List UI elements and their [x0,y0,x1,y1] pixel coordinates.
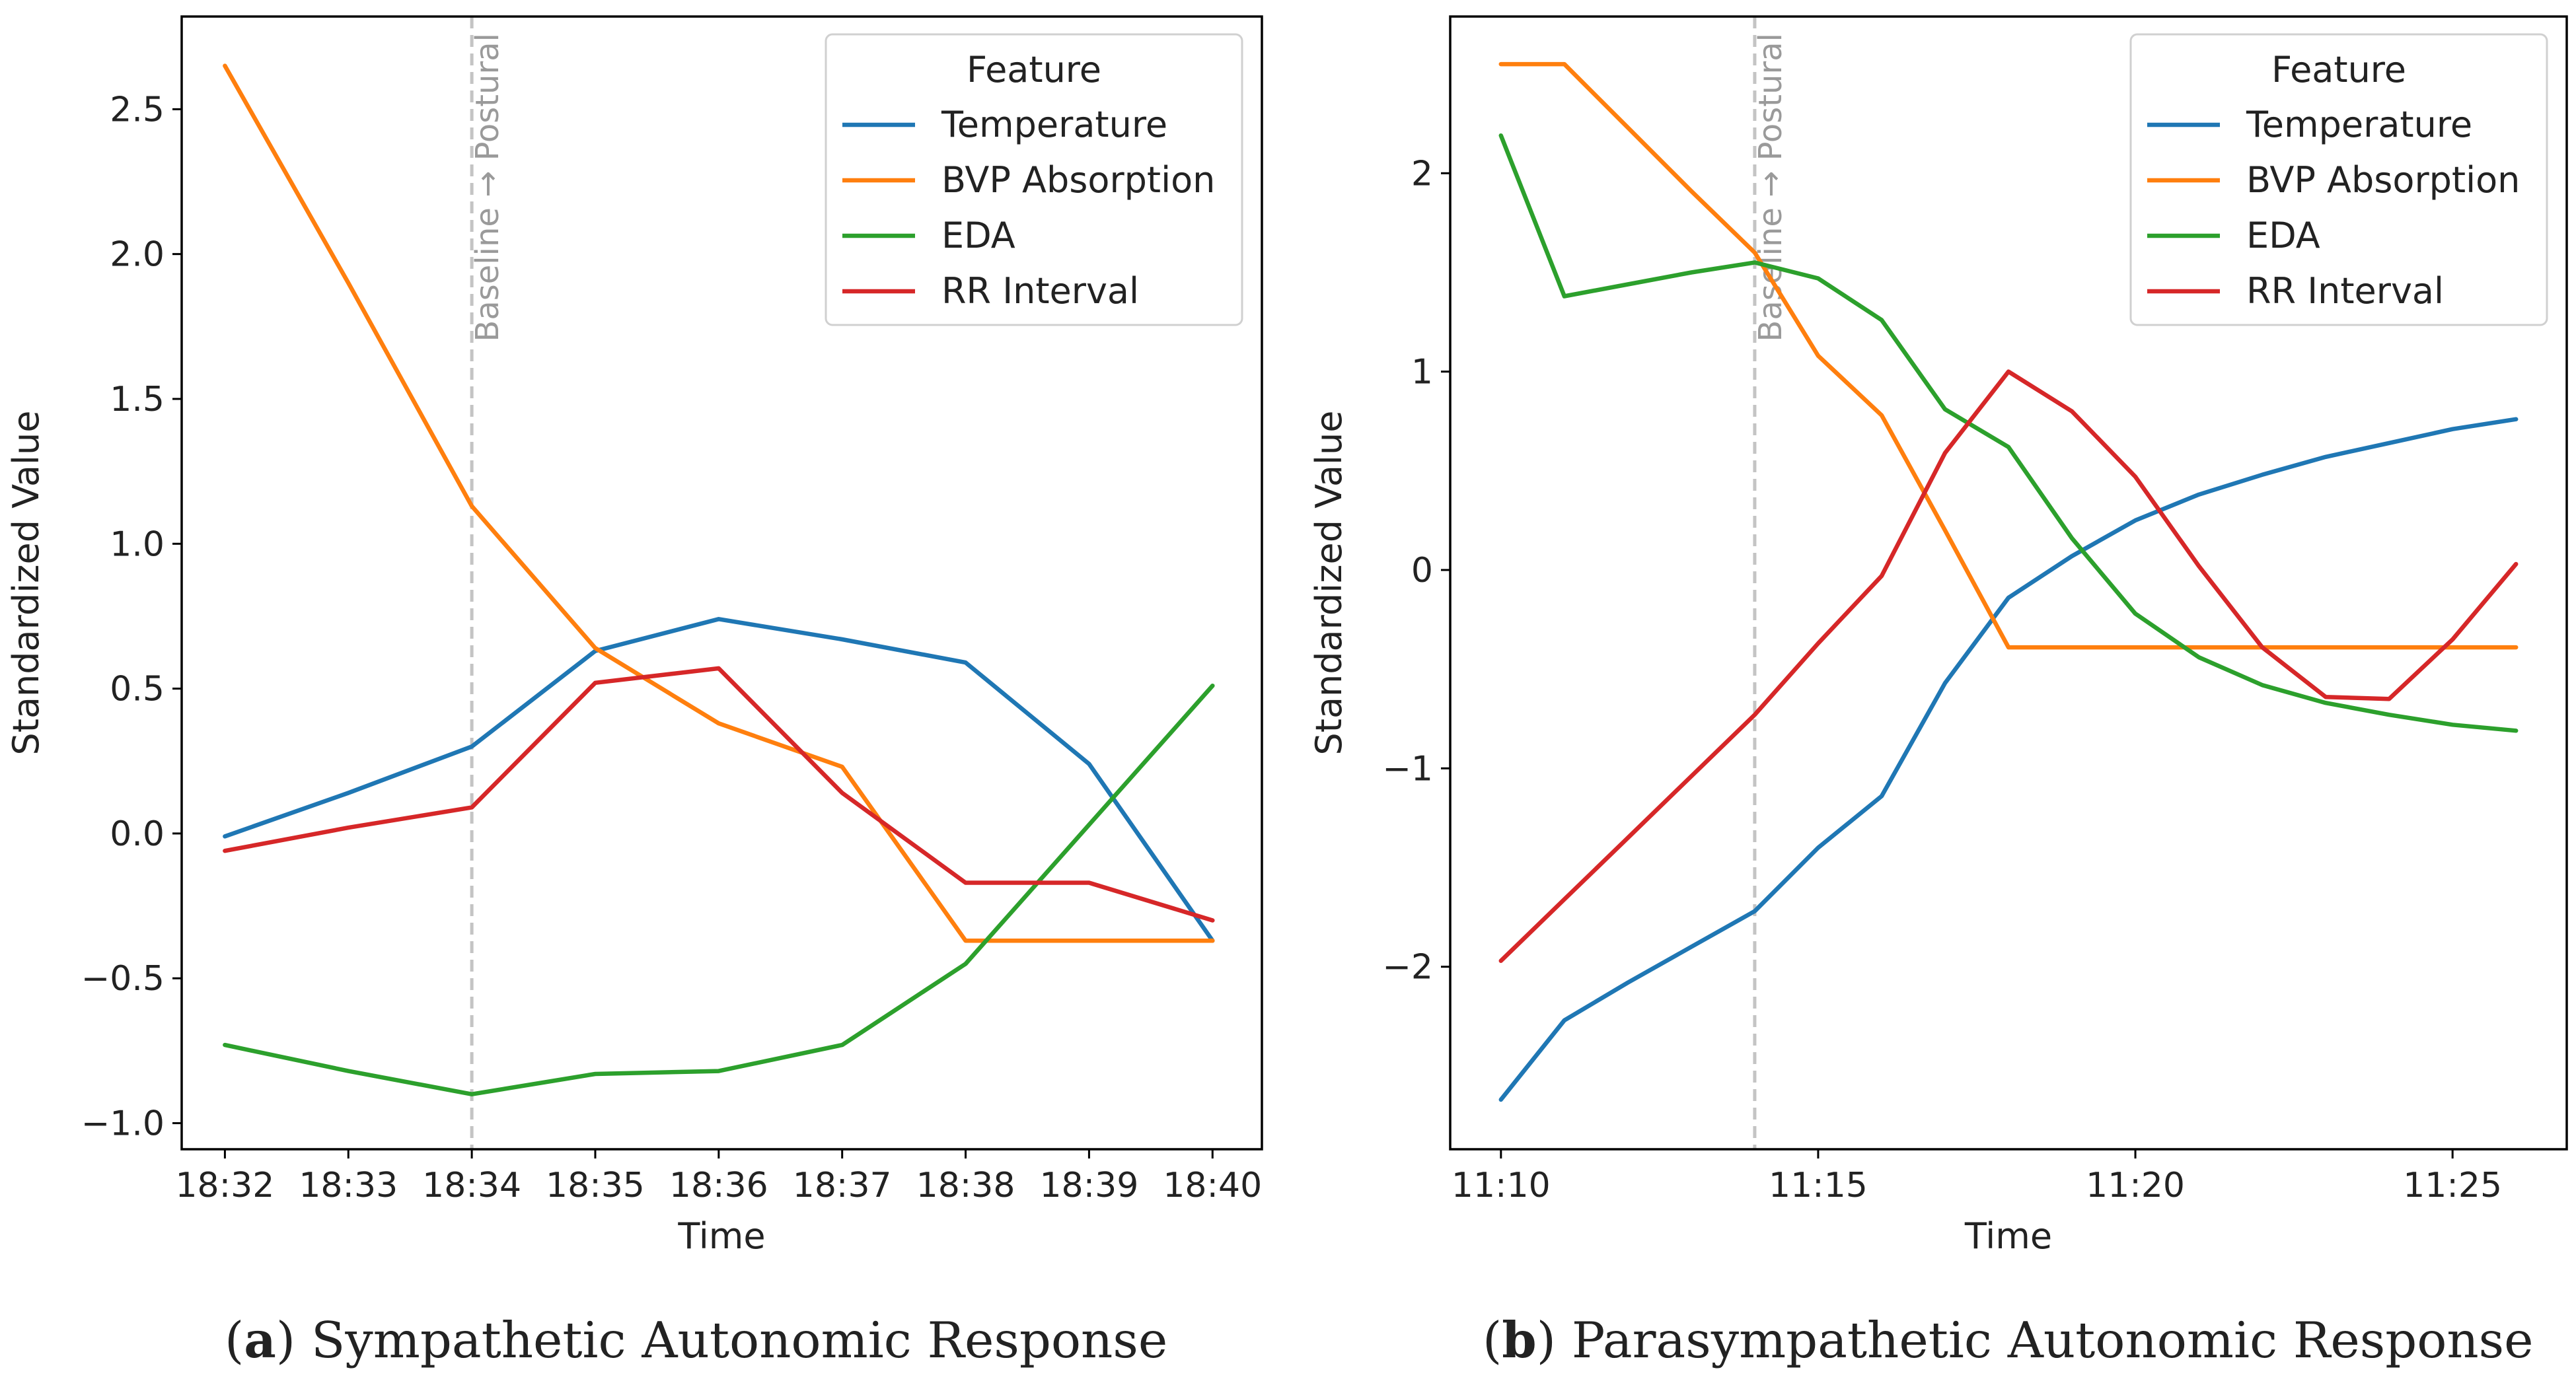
caption-b: (b) Parasympathetic Autonomic Response [1483,1311,2534,1369]
legend-entry: RR Interval [2246,270,2444,312]
baseline-postural-marker-label: Baseline → Postural [469,33,506,342]
y-tick-label: 2.0 [110,235,165,275]
plot-frame [180,15,1263,1151]
series-line-rr-interval [1498,369,2519,963]
y-axis-label: Standardized Value [1308,411,1350,756]
y-tick-label: 1 [1411,353,1433,392]
panel-a-sympathetic: Baseline → Postural 2.5 2.0 1.5 1.0 0.5 0.0 −0.… [5,15,1263,1257]
caption-a-text: Sympathetic Autonomic Response [311,1311,1168,1369]
caption-a-label: a [244,1311,276,1369]
x-tick-label: 18:38 [916,1166,1015,1205]
series-line-bvp-absorption [1498,61,2519,650]
caption-a: (a) Sympathetic Autonomic Response [225,1311,1168,1369]
legend-entry: Temperature [2246,104,2472,145]
y-tick-label: 1.5 [110,380,165,419]
x-tick-label: 18:35 [546,1166,645,1205]
baseline-postural-marker-label: Baseline → Postural [1752,33,1789,342]
x-tick-label: 18:39 [1039,1166,1138,1205]
y-tick-label: 2.5 [110,90,165,129]
plot-frame [1449,15,2568,1151]
series-line-eda [1498,133,2519,733]
legend-entry: EDA [2246,215,2320,256]
caption-b-label: b [1502,1311,1537,1369]
legend-entry: BVP Absorption [2246,159,2520,201]
series-line-bvp-absorption [223,63,1215,943]
y-tick-label: −1 [1382,749,1433,789]
y-tick-label: −0.5 [81,959,165,999]
x-tick-label: 11:10 [1452,1166,1551,1205]
caption-b-text: Parasympathetic Autonomic Response [1571,1311,2534,1369]
y-tick-label: 0 [1411,551,1433,590]
legend-entry: RR Interval [941,270,1139,312]
x-tick-label: 18:36 [669,1166,768,1205]
y-tick-label: 2 [1411,154,1433,194]
x-tick-label: 18:33 [299,1166,398,1205]
legend-title: Feature [967,49,1101,90]
y-tick-label: −2 [1382,948,1433,987]
legend: Feature Temperature BVP Absorption EDA RR In… [2129,33,2548,326]
series-line-temperature [1498,417,2519,1102]
y-tick-label: 1.0 [110,524,165,564]
panel-b-parasympathetic: Baseline → Postural 2 1 0 −1 −2 11:10 11:15 11:2… [1308,15,2568,1257]
legend: Feature Temperature BVP Absorption EDA RR In… [825,33,1243,326]
x-axis-label: Time [1964,1215,2052,1257]
legend-box [2129,33,2548,326]
y-tick-label: 0.0 [110,814,165,854]
series-line-eda [223,683,1215,1096]
x-tick-label: 11:25 [2403,1166,2502,1205]
legend-entry: BVP Absorption [941,159,1215,201]
series-line-temperature [223,617,1215,943]
x-tick-label: 18:40 [1163,1166,1262,1205]
y-axis-label: Standardized Value [5,411,47,756]
x-tick-label: 11:15 [1769,1166,1868,1205]
x-tick-label: 11:20 [2086,1166,2185,1205]
legend-box [825,33,1243,326]
legend-title: Feature [2271,49,2406,90]
legend-entry: Temperature [941,104,1167,145]
y-tick-label: −1.0 [81,1104,165,1144]
series-line-rr-interval [223,666,1215,923]
x-tick-label: 18:34 [422,1166,521,1205]
x-tick-label: 18:37 [793,1166,892,1205]
y-tick-label: 0.5 [110,670,165,709]
legend-entry: EDA [941,215,1015,256]
x-axis-label: Time [677,1215,765,1257]
x-tick-label: 18:32 [175,1166,274,1205]
